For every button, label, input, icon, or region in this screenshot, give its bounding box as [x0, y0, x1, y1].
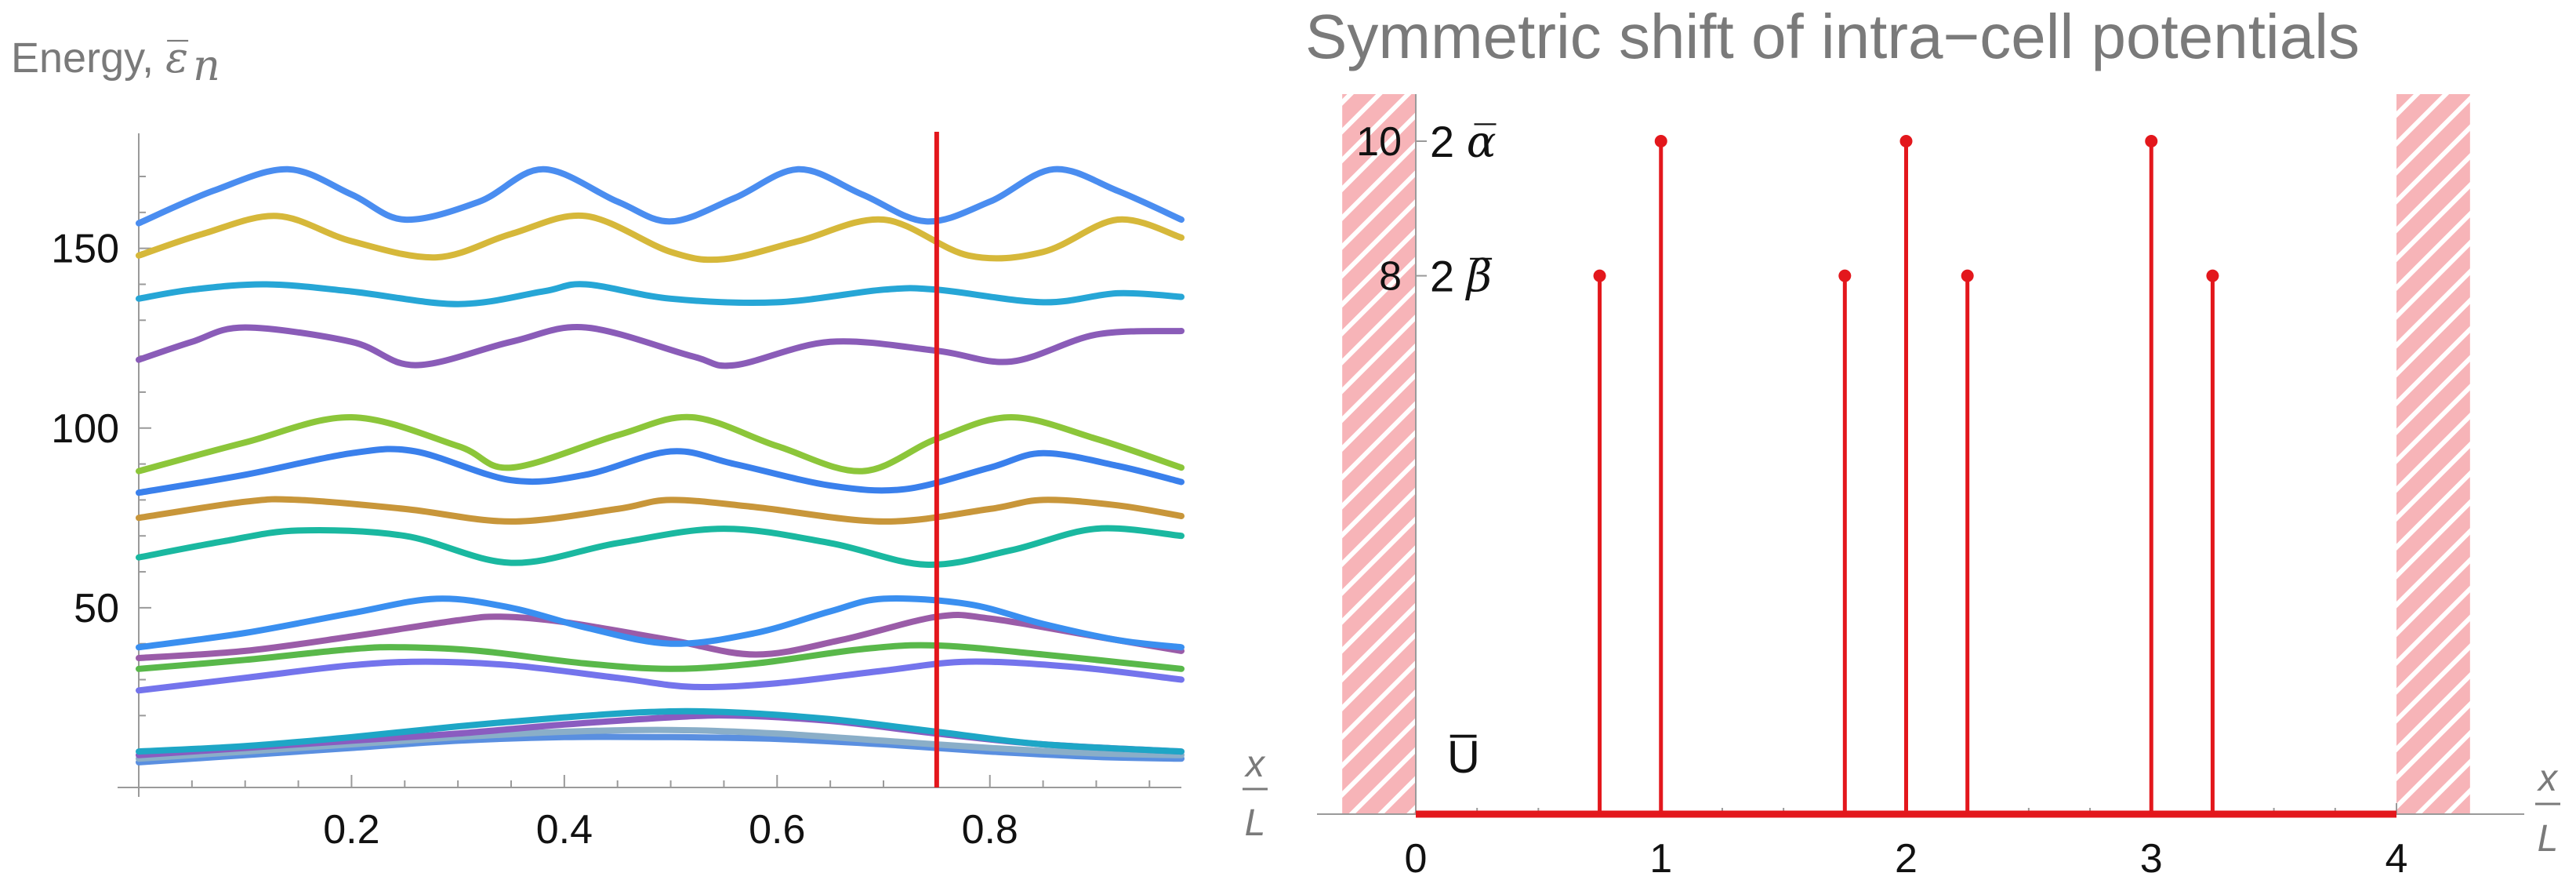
series-line-band12 — [136, 413, 1185, 475]
level-label-alpha: 2 α̅ — [1430, 117, 1497, 168]
series-line-band8 — [136, 595, 1185, 651]
right-xlabel-denominator: L — [2538, 818, 2559, 860]
right-walls — [1342, 94, 2470, 814]
series-line-band15 — [136, 212, 1185, 264]
stem-point-6 — [2145, 135, 2158, 147]
left-wall-region — [1342, 94, 1416, 814]
stem-point-1 — [1593, 269, 1606, 282]
right-tick-labels: 0 1 2 3 4 10 8 — [1356, 119, 2407, 882]
potential-stem-chart: Symmetric shift of intra−cell potentials… — [1305, 2, 2560, 882]
left-x-tick-label: 0.4 — [536, 807, 593, 853]
energy-bands-chart: Energy, ε̅ n 0.2 0.4 0.6 0.8 50 100 150 x L — [11, 33, 1268, 853]
right-level-labels: 2 α̅2 β̅ — [1430, 117, 1497, 303]
right-stems-group — [1593, 135, 2219, 814]
level-label-beta: 2 β̅ — [1430, 252, 1492, 303]
series-line-band9 — [136, 525, 1185, 568]
series-line-band10 — [136, 496, 1185, 525]
left-series-group — [136, 165, 1185, 766]
baseline-label-u: U̅ — [1447, 732, 1480, 783]
level-label-prefix: 2 — [1430, 252, 1467, 301]
stem-point-5 — [1961, 269, 1974, 282]
left-ylabel-subscript: n — [193, 41, 220, 90]
left-xlabel-denominator: L — [1245, 802, 1266, 844]
left-y-tick-label: 150 — [51, 227, 119, 272]
series-line-band5 — [136, 658, 1185, 694]
level-label-symbol: α̅ — [1467, 117, 1497, 168]
level-label-prefix: 2 — [1430, 117, 1467, 166]
stem-point-2 — [1654, 135, 1667, 147]
right-axes — [1317, 94, 2524, 818]
stem-point-4 — [1899, 135, 1913, 147]
series-line-band6 — [136, 642, 1185, 672]
right-xlabel-numerator: x — [2537, 758, 2559, 799]
right-y-tick-label: 8 — [1379, 254, 1402, 300]
left-y-tick-label: 100 — [51, 406, 119, 452]
right-x-tick-label: 0 — [1405, 836, 1428, 882]
right-x-tick-label: 1 — [1649, 836, 1672, 882]
series-line-band13 — [136, 324, 1185, 369]
left-ylabel-symbol: ε̅ — [165, 33, 188, 82]
right-x-tick-label: 4 — [2386, 836, 2408, 882]
left-ylabel-prefix: Energy, — [11, 35, 165, 82]
right-x-tick-label: 2 — [1895, 836, 1917, 882]
left-ylabel: Energy, ε̅ n — [11, 33, 220, 90]
series-line-band1 — [136, 733, 1185, 766]
left-xlabel-numerator: x — [1244, 744, 1266, 785]
series-line-band14 — [136, 281, 1185, 307]
left-x-tick-label: 0.6 — [749, 807, 805, 853]
left-x-tick-label: 0.8 — [962, 807, 1018, 853]
series-line-band11 — [136, 446, 1185, 496]
left-y-tick-label: 50 — [74, 586, 119, 631]
left-axes — [118, 133, 1181, 797]
series-line-band16 — [136, 165, 1185, 227]
right-x-tick-label: 3 — [2140, 836, 2163, 882]
right-wall-region — [2396, 94, 2470, 814]
series-line-band2 — [136, 726, 1185, 762]
right-y-tick-label: 10 — [1356, 119, 1402, 165]
series-line-band4 — [136, 707, 1185, 755]
left-x-tick-label: 0.2 — [323, 807, 379, 853]
stem-point-3 — [1838, 269, 1852, 282]
stem-point-7 — [2206, 269, 2219, 282]
level-label-symbol: β̅ — [1465, 252, 1492, 303]
series-line-band7 — [136, 611, 1185, 661]
left-tick-labels: 0.2 0.4 0.6 0.8 50 100 150 — [51, 227, 1018, 853]
right-title: Symmetric shift of intra−cell potentials — [1305, 2, 2360, 71]
